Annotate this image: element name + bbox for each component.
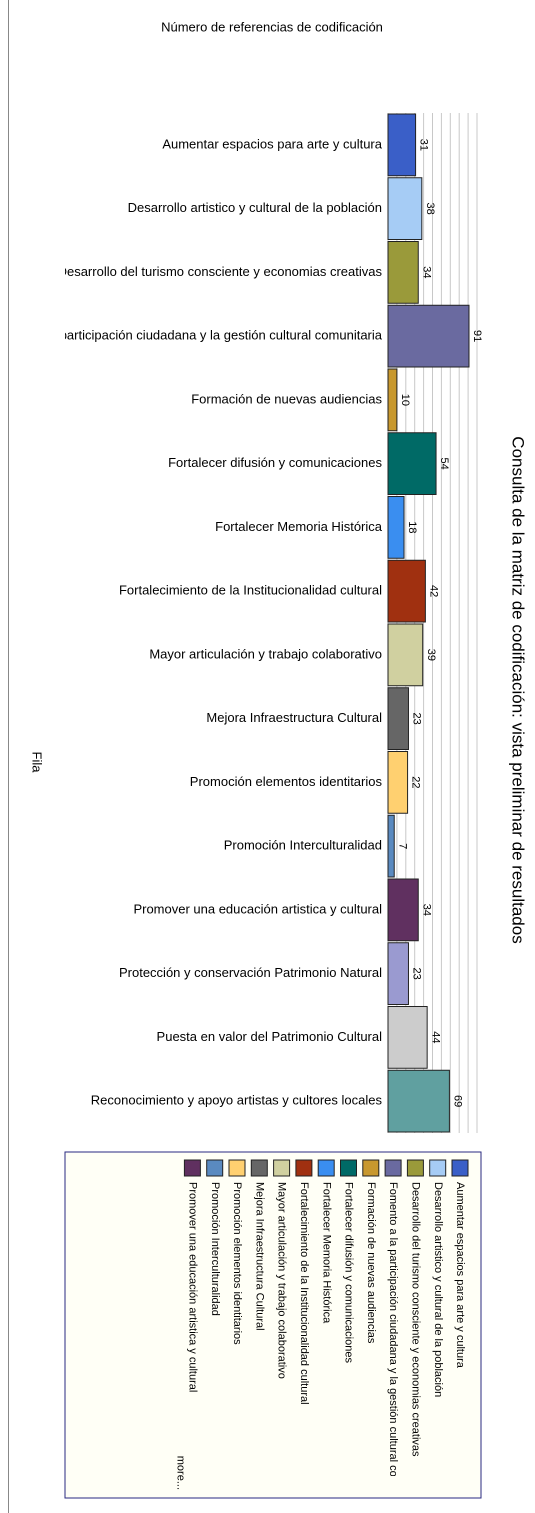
bar xyxy=(387,113,417,177)
value-label: 22 xyxy=(410,776,422,788)
legend-swatch xyxy=(429,1159,447,1177)
category-label: Fortalecer difusión y comunicaciones xyxy=(168,455,382,470)
legend-label: Promover una educación artistica y cultu… xyxy=(186,1182,198,1392)
bar xyxy=(387,177,423,240)
caption: Consulta de la matriz de codificación: v… xyxy=(509,436,528,943)
value-label: 10 xyxy=(399,394,411,406)
legend-label: Desarrollo del turismo consciente y econ… xyxy=(409,1182,421,1457)
legend-swatch xyxy=(384,1159,402,1177)
legend-swatch xyxy=(183,1159,201,1177)
legend-swatch xyxy=(317,1159,335,1177)
legend-label: Aumentar espacios para arte y cultura xyxy=(454,1182,466,1369)
bar xyxy=(387,687,409,750)
value-label: 34 xyxy=(420,266,432,278)
legend-swatch xyxy=(362,1159,380,1177)
legend-label: Mejora Infraestructura Cultural xyxy=(253,1182,265,1331)
category-label: Promover una educación artistica y cultu… xyxy=(133,901,382,916)
bar xyxy=(387,751,409,814)
category-label: Reconocimiento y apoyo artistas y cultor… xyxy=(91,1093,383,1108)
value-label: 44 xyxy=(429,1031,441,1043)
category-label: Mayor articulación y trabajo colaborativ… xyxy=(149,646,382,661)
bar xyxy=(387,559,426,623)
category-label: Formación de nuevas audiencias xyxy=(191,391,382,406)
category-label: Desarrollo artistico y cultural de la po… xyxy=(128,200,382,215)
category-label: Desarrollo del turismo consciente y econ… xyxy=(58,264,383,279)
value-label: 7 xyxy=(396,843,408,849)
bar xyxy=(387,1069,450,1133)
category-label: Mejora Infraestructura Cultural xyxy=(206,710,382,725)
legend-swatch xyxy=(250,1159,268,1177)
value-label: 23 xyxy=(411,968,423,980)
category-label: Puesta en valor del Patrimonio Cultural xyxy=(157,1029,383,1044)
category-label: Protección y conservación Patrimonio Nat… xyxy=(119,965,382,980)
legend-swatch xyxy=(340,1159,357,1177)
legend-box xyxy=(64,1151,482,1499)
category-label: Fomento a la participación ciudadana y l… xyxy=(0,328,383,343)
bar xyxy=(387,623,424,687)
legend-swatch xyxy=(406,1159,424,1177)
bar xyxy=(387,814,395,878)
chart-title: Número de referencias de codificación xyxy=(161,19,383,34)
category-label: Promoción elementos identitarios xyxy=(190,774,383,789)
bar xyxy=(387,878,419,942)
bar xyxy=(387,241,419,304)
category-label: Fortalecimiento de la Institucionalidad … xyxy=(119,583,382,598)
legend-label: Mayor articulación y trabajo colaborativ… xyxy=(276,1182,288,1379)
value-label: 18 xyxy=(406,521,418,533)
value-label: 34 xyxy=(420,904,432,916)
legend-swatch xyxy=(451,1159,469,1177)
value-label: 42 xyxy=(427,585,439,597)
legend-label: Promoción Interculturalidad xyxy=(209,1182,221,1316)
value-label: 91 xyxy=(471,330,483,342)
category-label: Promoción Interculturalidad xyxy=(224,838,382,853)
legend-label: Desarrollo artistico y cultural de la po… xyxy=(432,1182,444,1397)
category-label: Fortalecer Memoria Histórica xyxy=(215,519,383,534)
legend-more: more... xyxy=(174,1456,186,1490)
bar xyxy=(387,1006,428,1069)
legend-label: Fortalecer difusión y comunicaciones xyxy=(343,1182,355,1363)
legend-swatch xyxy=(295,1159,313,1177)
bar xyxy=(387,368,398,432)
value-label: 31 xyxy=(418,139,430,151)
value-label: 54 xyxy=(438,458,450,470)
y-axis-label: Fila xyxy=(30,752,45,774)
bar xyxy=(387,496,405,559)
legend-label: Promoción elementos identitarios xyxy=(231,1182,243,1345)
bar xyxy=(387,432,437,495)
value-label: 69 xyxy=(452,1095,464,1107)
bar xyxy=(387,304,470,368)
category-label: Aumentar espacios para arte y cultura xyxy=(162,136,382,151)
legend-label: Fortalecer Memoria Histórica xyxy=(320,1182,332,1324)
legend: Aumentar espacios para arte y cultura Des… xyxy=(183,1159,469,1513)
value-label: 39 xyxy=(425,649,437,661)
value-label: 38 xyxy=(424,203,436,215)
legend-label: Fomento a la participación ciudadana y l… xyxy=(387,1182,399,1513)
legend-swatch xyxy=(273,1159,291,1177)
legend-swatch xyxy=(206,1159,224,1177)
legend-label: Fortalecimiento de la Institucionalidad … xyxy=(298,1182,310,1405)
legend-swatch xyxy=(228,1159,246,1177)
bar xyxy=(387,942,409,1005)
category-labels: Aumentar espacios para arte y cultura Des… xyxy=(0,136,383,1108)
legend-label: Formación de nuevas audiencias xyxy=(365,1182,377,1344)
value-label: 23 xyxy=(411,713,423,725)
